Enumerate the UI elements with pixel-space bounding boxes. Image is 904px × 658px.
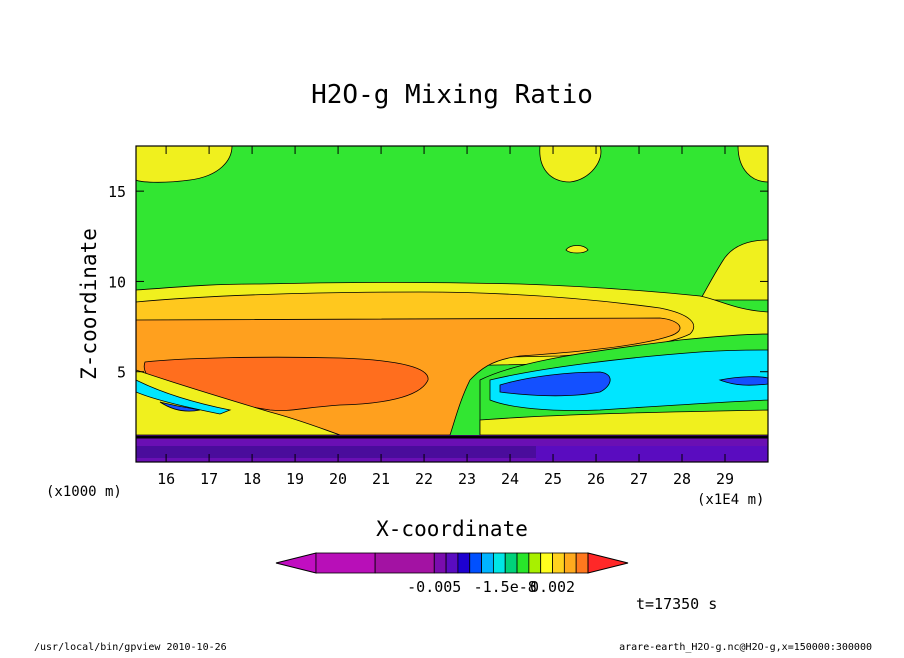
x-tick-label: 16 <box>157 470 175 488</box>
x-tick-label: 24 <box>501 470 519 488</box>
x-tick-label: 29 <box>716 470 734 488</box>
colorbar <box>275 552 629 574</box>
colorbar-segment <box>374 552 435 574</box>
x-tick-label: 19 <box>286 470 304 488</box>
colorbar-tick-label: -0.005 <box>407 578 461 596</box>
colorbar-segment <box>469 552 482 574</box>
colorbar-segment <box>528 552 542 574</box>
chart-title: H2O-g Mixing Ratio <box>311 80 593 110</box>
y-tick-label: 10 <box>108 273 126 291</box>
x-tick-label: 25 <box>544 470 562 488</box>
colorbar-tick-label: -1.5e-8 <box>474 578 537 596</box>
colorbar-tick-label: 0.002 <box>530 578 575 596</box>
region-yellow-top-right <box>539 146 602 183</box>
region-yellow-small <box>565 245 589 254</box>
colorbar-segment <box>540 552 553 574</box>
x-tick-label: 23 <box>458 470 476 488</box>
region-yellow-top-corner <box>737 146 768 183</box>
x-tick-label: 22 <box>415 470 433 488</box>
colorbar-arrow-right <box>587 552 629 574</box>
region-blue-left <box>159 401 201 412</box>
y-axis-title: Z-coordinate <box>77 228 101 380</box>
colorbar-segment <box>492 552 506 574</box>
x-axis-title: X-coordinate <box>376 517 528 541</box>
time-annotation: t=17350 s <box>636 595 717 613</box>
y-tick-label: 5 <box>117 364 126 382</box>
region-blue-tongue <box>499 371 611 397</box>
region-yellow-lower-left <box>136 369 341 436</box>
colorbar-segment <box>552 552 565 574</box>
plot-frame <box>135 145 769 463</box>
x-axis: 16 17 18 19 20 21 22 23 24 25 26 27 28 29 <box>157 146 734 488</box>
colorbar-segment <box>504 552 518 574</box>
colorbar-segment <box>516 552 530 574</box>
region-blue-small <box>718 376 768 386</box>
region-yellow-top-left <box>136 146 233 183</box>
x-unit-label: (x1E4 m) <box>697 492 764 508</box>
colorbar-segment <box>445 552 459 574</box>
x-tick-label: 26 <box>587 470 605 488</box>
colorbar-tick-labels: -0.005 -1.5e-80.002 <box>407 578 575 596</box>
y-tick-label: 15 <box>108 183 126 201</box>
colorbar-segment <box>563 552 577 574</box>
colorbar-segment <box>315 552 376 574</box>
x-tick-label: 27 <box>630 470 648 488</box>
x-tick-label: 21 <box>372 470 390 488</box>
footer-left: /usr/local/bin/gpview 2010-10-26 <box>34 642 227 653</box>
y-unit-label: (x1000 m) <box>46 484 122 500</box>
footer-right: arare-earth_H2O-g.nc@H2O-g,x=150000:3000… <box>619 642 872 653</box>
contour-field <box>136 146 768 462</box>
colorbar-segment <box>433 552 447 574</box>
region-boundary-layer-right <box>536 446 768 460</box>
colorbar-segment <box>457 552 471 574</box>
region-boundary-layer-dark <box>136 446 536 458</box>
colorbar-segment <box>575 552 589 574</box>
colorbar-segment <box>481 552 494 574</box>
x-tick-label: 17 <box>200 470 218 488</box>
region-cyan-left <box>136 379 232 415</box>
x-tick-label: 20 <box>329 470 347 488</box>
x-tick-label: 28 <box>673 470 691 488</box>
x-tick-label: 18 <box>243 470 261 488</box>
colorbar-arrow-left <box>275 552 317 574</box>
y-axis: 5 10 15 <box>108 183 768 382</box>
